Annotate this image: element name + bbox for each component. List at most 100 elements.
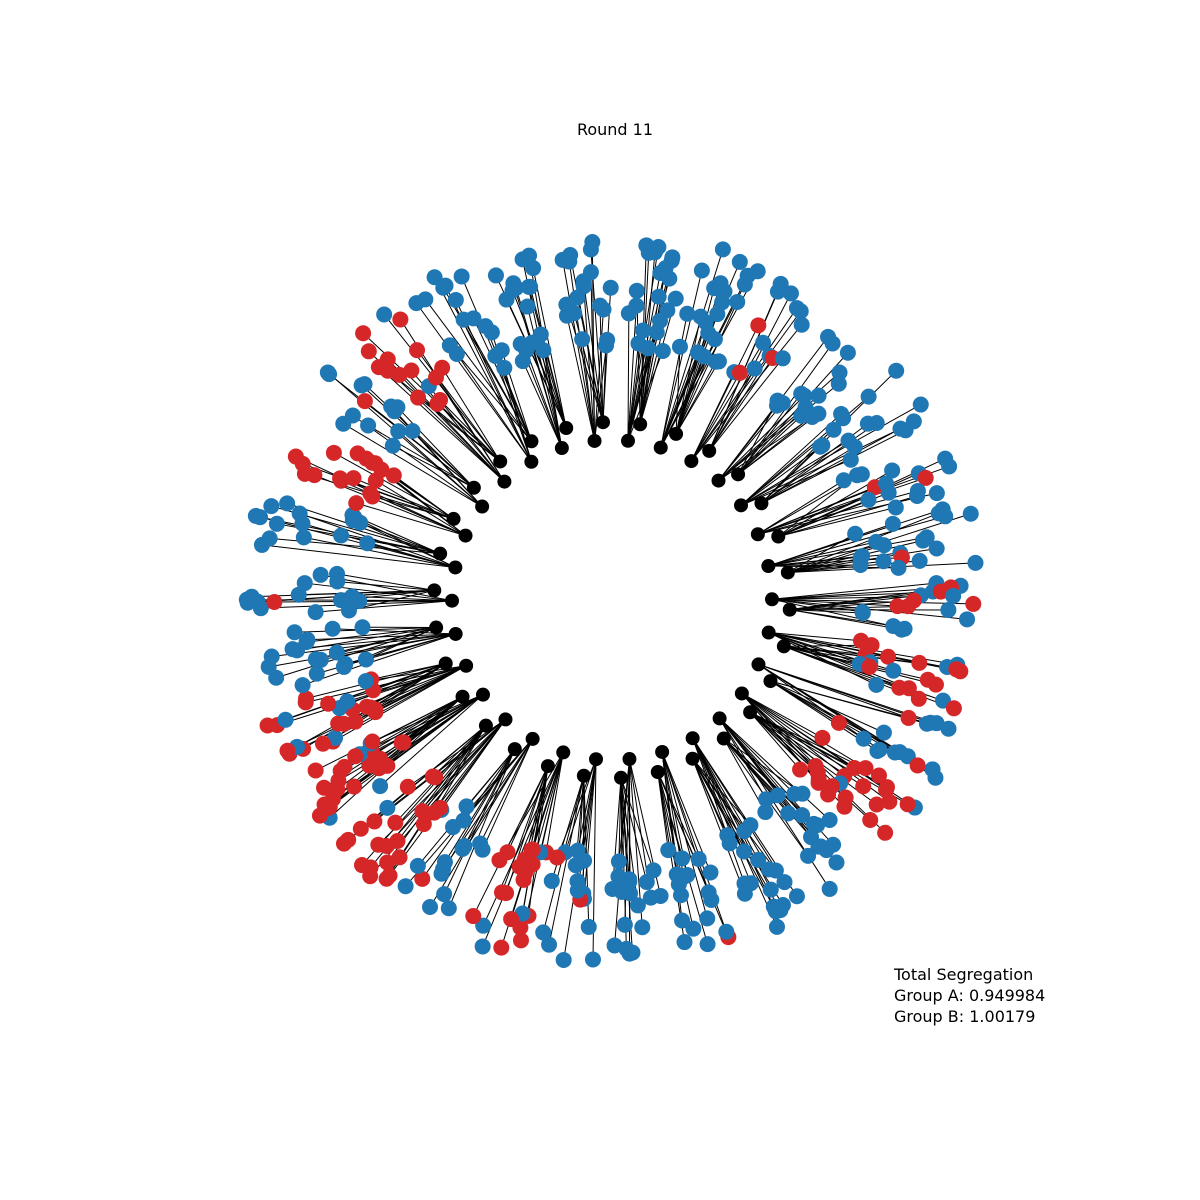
group-b-node [952,663,969,680]
network-edge [539,752,564,853]
group-a-node [333,527,350,544]
network-edge [761,422,878,504]
group-a-node [261,530,278,547]
network-edge [482,738,534,850]
group-b-node [392,311,409,328]
network-edge [740,413,842,506]
network-edge [675,361,720,435]
group-a-node [885,662,902,679]
group-b-node [362,485,379,502]
group-a-node [710,353,727,370]
group-a-node [638,874,655,891]
hub-node [622,752,637,767]
group-a-node [268,515,285,532]
network-edge [577,759,597,851]
network-edge [639,298,677,425]
network-edge [397,725,487,842]
group-a-node [780,805,797,822]
stats-group-b: Group B: 1.00179 [894,1007,1036,1026]
group-b-node [387,814,404,831]
hub-node [764,592,779,607]
group-a-node [286,624,303,641]
hub-layer [427,415,797,785]
group-b-node [889,598,906,615]
network-edge [708,357,784,452]
network-edge [416,349,501,462]
network-edge [302,523,456,568]
network-edge [298,589,435,596]
group-a-node [458,798,475,815]
network-edge [627,313,630,441]
hub-node [702,443,717,458]
group-a-node [541,936,558,953]
network-edge [315,600,453,613]
network-edge [783,645,920,664]
group-a-node [800,847,817,864]
network-edge [356,502,466,537]
network-edge [718,395,805,481]
network-edge [789,609,902,631]
network-edge [485,325,532,442]
network-edge [660,270,703,448]
group-a-node [263,648,280,665]
group-a-node [522,278,539,295]
hub-node [711,473,726,488]
group-a-node [855,730,872,747]
network-edge [660,313,688,448]
leaf-layer [238,234,984,968]
hub-node [445,593,460,608]
group-a-node [736,885,753,902]
network-edge [378,366,505,482]
group-a-node [354,619,371,636]
network-edge [449,345,532,442]
group-a-node [493,342,510,359]
network-edge [719,718,830,821]
network-edge [692,758,745,852]
group-b-node [348,495,365,512]
group-a-node [584,234,601,251]
network-edge [719,718,767,800]
group-a-node [629,897,646,914]
group-b-node [861,658,878,675]
network-edge [692,738,752,884]
group-a-node [702,864,719,881]
group-a-node [445,819,462,836]
network-edge [292,633,456,650]
network-edge [741,693,823,739]
network-edge [455,299,532,463]
group-a-node [453,268,470,285]
group-b-node [900,709,917,726]
group-a-node [868,415,885,432]
network-edge [306,627,437,643]
group-a-node [660,842,677,859]
hub-node [498,712,513,727]
network-edge [564,759,597,853]
network-edge [333,452,454,520]
group-a-node [351,592,368,609]
group-a-node [279,495,296,512]
network-edge [387,359,505,482]
group-a-node [810,838,827,855]
group-b-node [266,594,283,611]
group-b-node [325,444,342,461]
network-edge [692,737,770,870]
group-a-node [525,260,542,277]
network-edge [719,718,795,795]
network-edge [343,423,483,507]
hub-node [438,656,453,671]
hub-node [554,441,569,456]
group-a-node [918,715,935,732]
group-a-node [299,631,316,648]
network-edge [789,594,921,611]
group-b-node [399,778,416,795]
network-edge [337,580,435,591]
group-b-node [820,786,837,803]
network-edge [768,541,877,567]
network-edge [675,316,702,435]
group-b-node [911,654,928,671]
group-a-node [776,874,793,891]
group-a-node [562,247,579,264]
group-b-node [870,767,887,784]
group-b-node [391,849,408,866]
hub-node [761,625,776,640]
